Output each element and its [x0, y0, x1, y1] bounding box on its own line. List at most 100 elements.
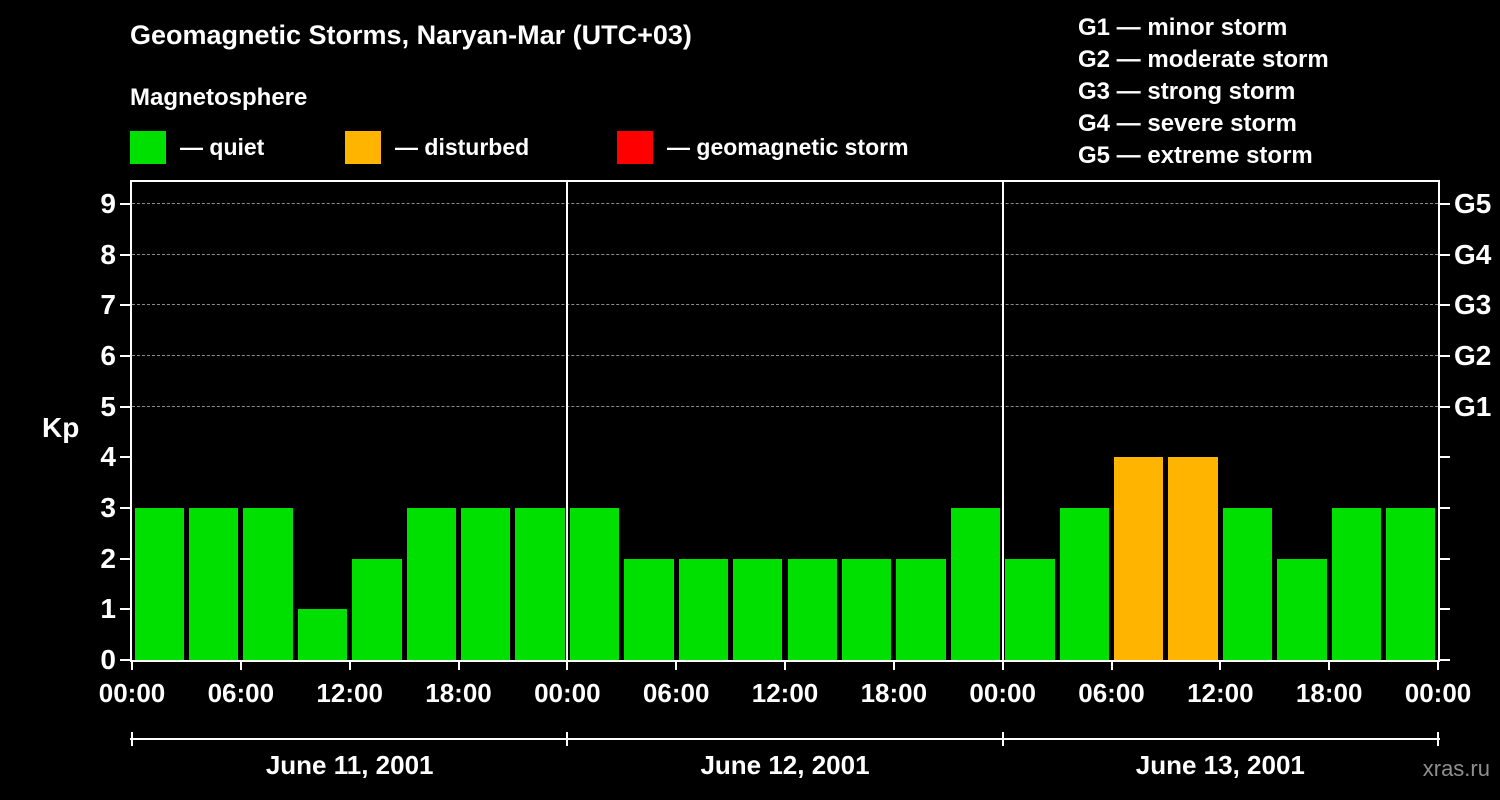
time-axis-label: 06:00 — [1078, 678, 1145, 708]
legend-label-storm: — geomagnetic storm — [667, 134, 909, 160]
y-axis-label: 9 — [100, 188, 116, 219]
y-axis-tick — [120, 557, 132, 560]
y-axis-tick-right — [1438, 355, 1450, 357]
y-axis-tick — [120, 659, 132, 661]
day-separator — [1001, 182, 1004, 660]
kp-bar — [297, 609, 348, 660]
time-axis-tick — [1328, 660, 1331, 670]
time-axis-label: 12:00 — [751, 678, 819, 708]
kp-bar — [1168, 457, 1218, 660]
kp-bar — [352, 558, 402, 660]
legend-item-quiet: — quiet — [130, 131, 264, 164]
gridline — [132, 405, 1438, 407]
legend-label-disturbed: — disturbed — [395, 134, 530, 160]
y-axis-tick — [120, 203, 132, 205]
gridline — [132, 355, 1438, 356]
y-axis-tick-right — [1438, 608, 1450, 611]
time-axis-label: 06:00 — [207, 678, 275, 708]
kp-bar — [841, 558, 892, 660]
kp-bar — [1005, 558, 1055, 660]
date-label: June 11, 2001 — [265, 750, 434, 780]
time-axis-label: 00:00 — [969, 678, 1036, 708]
storm-scale-g3: G3 — strong storm — [1078, 78, 1296, 105]
storm-scale-g4: G4 — severe storm — [1078, 110, 1297, 137]
y-axis-label: 7 — [100, 289, 116, 321]
time-axis-label: 12:00 — [1187, 678, 1254, 708]
kp-bar — [134, 508, 184, 660]
legend-title: Magnetosphere — [130, 84, 308, 111]
time-axis-tick — [1437, 660, 1439, 670]
kp-bar — [787, 558, 837, 660]
time-axis-tick — [457, 660, 460, 670]
time-axis-label: 12:00 — [316, 678, 383, 708]
kp-bar — [733, 558, 783, 660]
y-axis-tick — [120, 405, 132, 408]
kp-bar — [461, 508, 511, 660]
storm-color-swatch — [617, 131, 653, 164]
storm-scale-g5: G5 — extreme storm — [1078, 142, 1313, 169]
time-axis-label: 06:00 — [642, 678, 710, 708]
gridline — [132, 304, 1438, 306]
date-label: June 13, 2001 — [1135, 750, 1305, 780]
y-axis-tick — [120, 608, 132, 611]
watermark: xras.ru — [1422, 756, 1490, 781]
y-axis-tick — [120, 456, 132, 459]
g-scale-label: G4 — [1454, 238, 1492, 270]
gridline — [132, 203, 1438, 204]
g-scale-label: G2 — [1454, 340, 1492, 371]
y-axis-tick-right — [1438, 405, 1450, 408]
quiet-color-swatch — [130, 131, 166, 164]
kp-bar — [624, 558, 674, 660]
time-axis-label: 18:00 — [425, 678, 492, 708]
date-band-tick — [1437, 732, 1439, 746]
time-axis-label: 18:00 — [860, 678, 928, 708]
y-axis-tick-right — [1438, 203, 1450, 205]
kp-bar — [896, 558, 946, 660]
date-label: June 12, 2001 — [700, 750, 870, 780]
storm-scale-g1: G1 — minor storm — [1078, 14, 1288, 41]
g-scale-label: G1 — [1454, 390, 1492, 422]
kp-bar — [188, 508, 239, 660]
day-separator — [566, 182, 569, 660]
kp-bar — [1277, 558, 1327, 660]
kp-bar — [515, 508, 565, 660]
time-axis-tick — [239, 660, 242, 670]
kp-bar — [950, 508, 1001, 660]
legend-item-storm: — geomagnetic storm — [617, 131, 909, 164]
y-axis-tick — [120, 355, 132, 357]
y-axis-tick-right — [1438, 304, 1450, 307]
disturbed-color-swatch — [345, 131, 381, 164]
y-axis-label: 3 — [100, 492, 116, 523]
kp-bar — [1114, 457, 1164, 660]
g-scale-label: G5 — [1454, 188, 1492, 219]
y-axis-label: 2 — [100, 542, 116, 574]
kp-bar — [406, 508, 456, 660]
kp-bar — [243, 508, 293, 660]
y-axis-label: 5 — [100, 390, 116, 422]
time-axis-tick — [675, 660, 678, 670]
time-axis-tick — [131, 660, 133, 670]
time-axis-tick — [892, 660, 895, 670]
date-band-tick — [1001, 732, 1004, 746]
time-axis-tick — [348, 660, 351, 670]
kp-bar — [678, 558, 729, 660]
time-axis-tick — [1219, 660, 1222, 670]
y-axis-tick-right — [1438, 557, 1450, 560]
storm-scale-g2: G2 — moderate storm — [1078, 46, 1329, 73]
kp-bar — [569, 508, 620, 660]
page-title: Geomagnetic Storms, Naryan-Mar (UTC+03) — [130, 20, 692, 50]
time-axis-tick — [1001, 660, 1004, 670]
gridline — [132, 253, 1438, 255]
time-axis-label: 00:00 — [98, 678, 166, 708]
y-axis-tick — [120, 253, 132, 256]
time-axis-tick — [1110, 660, 1113, 670]
kp-bar — [1386, 508, 1436, 660]
legend-label-quiet: — quiet — [180, 134, 265, 160]
storm-scale-legend: G1 — minor storm G2 — moderate storm G3 … — [1078, 12, 1329, 172]
y-axis-label: 8 — [100, 238, 116, 270]
date-band-tick — [131, 732, 133, 746]
time-axis-label: 00:00 — [534, 678, 601, 708]
y-axis-tick — [120, 507, 132, 509]
y-axis-tick-right — [1438, 253, 1450, 256]
kp-bar — [1331, 508, 1382, 660]
